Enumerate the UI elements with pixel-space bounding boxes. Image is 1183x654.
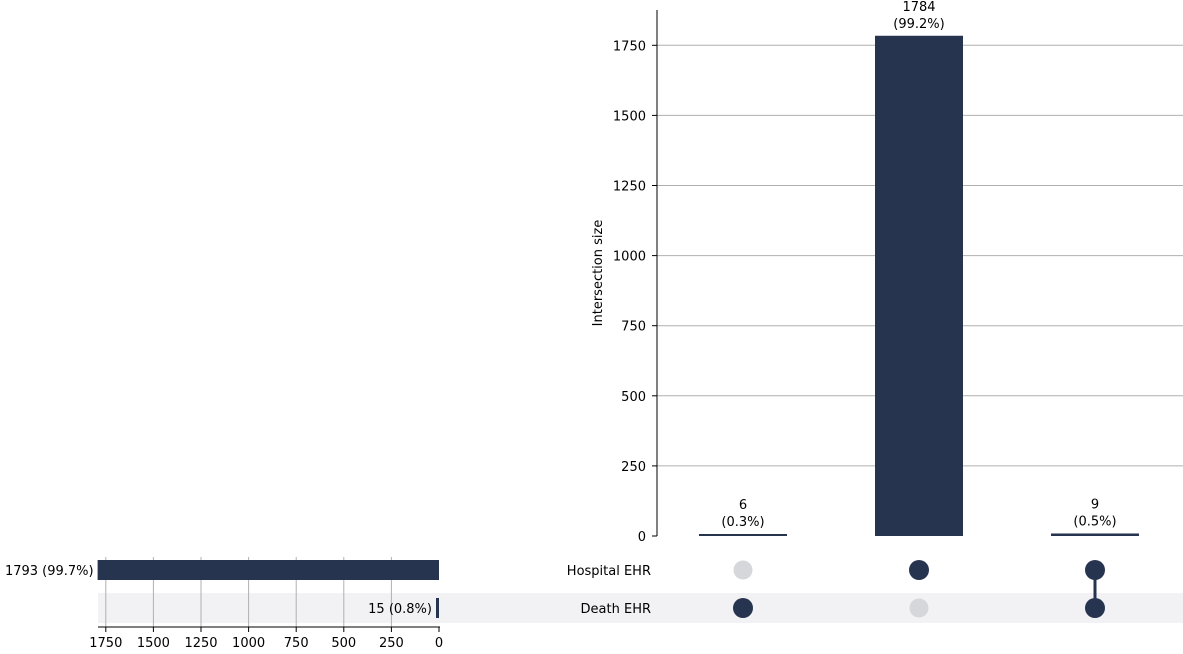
set-size-tick-label: 1250	[184, 636, 217, 650]
intersection-y-axis-title: Intersection size	[591, 220, 606, 327]
set-size-tick-label: 750	[284, 636, 309, 650]
matrix-dot-active	[909, 560, 929, 580]
y-tick-label: 1750	[613, 39, 646, 54]
set-size-label: 15 (0.8%)	[368, 602, 432, 617]
y-tick-label: 1250	[613, 180, 646, 195]
y-tick-label: 1000	[613, 250, 646, 265]
set-size-tick-label: 250	[379, 636, 404, 650]
set-size-bar	[436, 598, 439, 618]
set-name-label: Hospital EHR	[567, 564, 651, 579]
matrix-dot-inactive	[909, 598, 929, 618]
set-size-tick-label: 1000	[232, 636, 265, 650]
intersection-percent-label: (0.3%)	[721, 515, 764, 530]
intersection-percent-label: (0.5%)	[1073, 514, 1116, 529]
matrix-dot-inactive	[733, 560, 753, 580]
intersection-count-label: 6	[739, 498, 747, 513]
set-size-tick-label: 1500	[137, 636, 170, 650]
intersection-count-label: 9	[1091, 497, 1099, 512]
y-tick-label: 250	[621, 460, 646, 475]
set-name-label: Death EHR	[581, 602, 651, 617]
intersection-count-label: 1784	[902, 0, 935, 15]
y-tick-label: 500	[621, 390, 646, 405]
set-size-bar	[97, 560, 440, 580]
y-tick-label: 1500	[613, 109, 646, 124]
set-size-tick-label: 1750	[89, 636, 122, 650]
matrix-dot-active	[733, 598, 753, 618]
y-tick-label: 750	[621, 320, 646, 335]
set-size-label: 1793 (99.7%)	[5, 564, 94, 579]
matrix-dot-active	[1085, 598, 1105, 618]
matrix-dot-active	[1085, 560, 1105, 580]
y-tick-label: 0	[638, 530, 646, 545]
intersection-percent-label: (99.2%)	[893, 17, 944, 32]
set-size-tick-label: 500	[331, 636, 356, 650]
intersection-bar	[699, 534, 787, 536]
intersection-bar	[1051, 533, 1139, 536]
set-size-tick-label: 0	[435, 636, 443, 650]
intersection-bar	[875, 35, 963, 537]
set-row-shade	[98, 593, 1183, 623]
